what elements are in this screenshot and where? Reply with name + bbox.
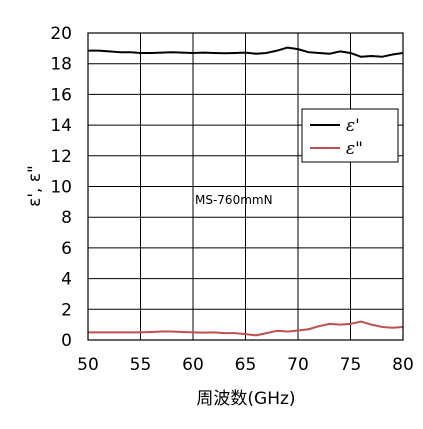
x-tick-label: 80 xyxy=(392,355,414,375)
y-tick-labels: 0 2 4 6 8 10 12 14 16 18 20 xyxy=(50,24,72,351)
series-line-eps-prime xyxy=(88,46,404,58)
y-tick-label: 14 xyxy=(50,116,72,136)
annotation-label: MS-760mmN xyxy=(195,193,273,207)
legend-box xyxy=(301,108,399,163)
series-layer xyxy=(88,46,404,337)
y-tick-label: 4 xyxy=(61,270,72,290)
y-tick-label: 12 xyxy=(50,147,72,167)
y-tick-label: 0 xyxy=(61,331,72,351)
legend-label-eps-prime: ε' xyxy=(346,116,360,136)
y-axis-label: ε', ε" xyxy=(25,165,45,207)
y-tick-label: 20 xyxy=(50,24,72,44)
x-tick-label: 75 xyxy=(340,355,362,375)
x-axis-label: 周波数(GHz) xyxy=(196,389,295,409)
x-tick-labels: 50 55 60 65 70 75 80 xyxy=(77,355,414,375)
x-tick-label: 60 xyxy=(182,355,204,375)
y-tick-label: 6 xyxy=(61,239,72,259)
gridlines xyxy=(87,32,404,341)
series-line-eps-double-prime xyxy=(88,320,404,337)
y-tick-label: 2 xyxy=(61,300,72,320)
legend: ε' ε" xyxy=(301,108,399,163)
y-tick-label: 10 xyxy=(50,178,72,198)
y-tick-label: 8 xyxy=(61,208,72,228)
legend-label-eps-double-prime: ε" xyxy=(346,139,363,159)
plot-area-frame xyxy=(87,32,404,341)
x-tick-label: 50 xyxy=(77,355,99,375)
y-tick-label: 18 xyxy=(50,55,72,75)
x-tick-label: 70 xyxy=(287,355,309,375)
x-tick-label: 55 xyxy=(130,355,152,375)
x-tick-label: 65 xyxy=(235,355,257,375)
y-tick-label: 16 xyxy=(50,85,72,105)
